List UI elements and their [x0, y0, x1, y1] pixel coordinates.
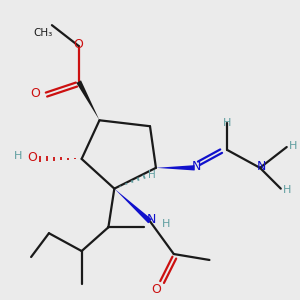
Text: H: H	[223, 118, 232, 128]
Text: H: H	[289, 140, 297, 151]
Text: N: N	[191, 160, 201, 173]
Text: O: O	[28, 151, 38, 164]
Polygon shape	[156, 165, 195, 170]
Text: O: O	[151, 283, 161, 296]
Polygon shape	[76, 80, 100, 120]
Text: N: N	[257, 160, 266, 173]
Text: N: N	[147, 213, 156, 226]
Text: H: H	[14, 151, 22, 161]
Polygon shape	[114, 189, 152, 223]
Text: O: O	[31, 87, 40, 100]
Text: H: H	[162, 219, 170, 229]
Text: H: H	[148, 170, 155, 180]
Text: O: O	[74, 38, 84, 51]
Text: H: H	[283, 185, 291, 195]
Text: CH₃: CH₃	[33, 28, 52, 38]
